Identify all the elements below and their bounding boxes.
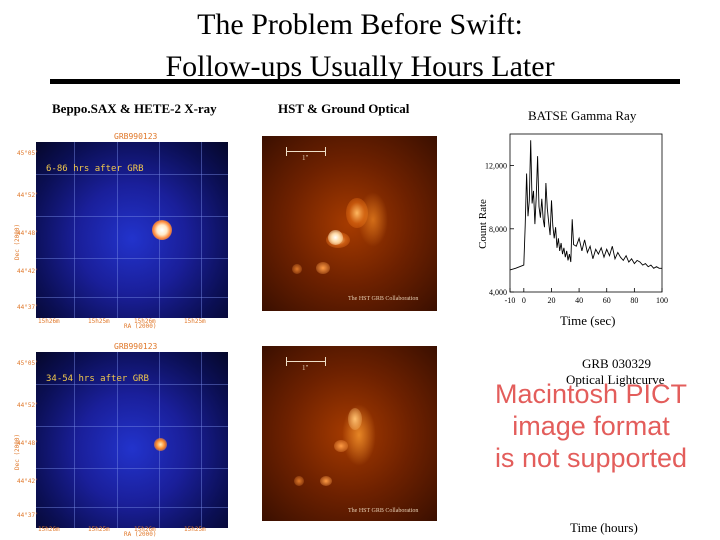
x-tick: 15h25m — [184, 318, 206, 325]
x-tick: 15h25m — [88, 526, 110, 533]
y-tick: 44°42' — [17, 478, 39, 485]
lightcurve-title-line2: Optical Lightcurve — [566, 372, 665, 387]
y-tick: 45°05' — [17, 150, 39, 157]
gamma-ray-lightcurve-chart: 12,000 8,000 4,000-10 0 20 40 60 80 100 Count Ra… — [477, 133, 668, 305]
slide-title-line2: Follow-ups Usually Hours Later — [165, 50, 555, 83]
pict-unsupported-placeholder: Macintosh PICT image format is not suppo… — [466, 378, 716, 474]
scale-label: 1" — [302, 154, 309, 162]
scale-bar — [286, 361, 326, 362]
xray-image-top-panel: GRB990123 6-86 hrs after GRB Dec (2000) … — [14, 130, 234, 330]
y-tick: 44°48' — [17, 440, 39, 447]
xray-column-label: Beppo.SAX & HETE-2 X-ray — [52, 101, 217, 116]
grb-label: GRB990123 — [114, 342, 158, 351]
x-tick: 15h25m — [184, 526, 206, 533]
afterglow-source — [154, 438, 167, 451]
image-credit: The HST GRB Collaboration — [348, 508, 419, 514]
y-tick-label: 4,000 — [489, 288, 507, 297]
x-tick-label: 0 — [522, 296, 526, 305]
x-axis-label: RA (2000) — [124, 323, 157, 330]
optical-transient — [334, 440, 348, 452]
afterglow-source — [152, 220, 172, 240]
x-tick-label: 60 — [603, 296, 611, 305]
optical-image-top: 1" The HST GRB Collaboration — [262, 136, 437, 311]
y-tick: 44°48' — [17, 230, 39, 237]
x-tick: 15h25m — [88, 318, 110, 325]
y-tick: 44°37' — [17, 512, 39, 519]
slide-title-line1: The Problem Before Swift: — [197, 8, 523, 41]
y-tick: 44°52' — [17, 402, 39, 409]
optical-column-label: HST & Ground Optical — [278, 101, 410, 116]
optical-image-bottom: 1" The HST GRB Collaboration — [262, 346, 437, 521]
x-tick: 15h26m — [134, 526, 156, 533]
x-tick-label: 100 — [656, 296, 668, 305]
placeholder-line3: is not supported — [494, 443, 688, 473]
x-tick: 15h26m — [134, 318, 156, 325]
scale-bar — [286, 151, 326, 152]
scale-label: 1" — [302, 364, 309, 372]
placeholder-line1: Macintosh PICT — [494, 379, 688, 409]
y-tick-label: 8,000 — [489, 225, 507, 234]
x-tick: 15h26m — [38, 318, 60, 325]
grb-label: GRB990123 — [114, 132, 158, 141]
y-tick: 44°42' — [17, 268, 39, 275]
x-axis-label: RA (2000) — [124, 531, 157, 538]
x-tick: 15h26m — [38, 526, 60, 533]
placeholder-line2: image format — [512, 411, 670, 441]
epoch-label: 6-86 hrs after GRB — [46, 164, 144, 174]
x-tick-label: 20 — [547, 296, 555, 305]
plot-frame — [509, 133, 663, 293]
y-tick: 45°05' — [17, 360, 39, 367]
optical-transient — [328, 230, 343, 245]
gamma-column-label: BATSE Gamma Ray — [528, 108, 637, 123]
lightcurve-title-line1: GRB 030329 — [582, 356, 651, 371]
xray-image-top: 6-86 hrs after GRB — [36, 142, 228, 318]
x-tick-label: 40 — [575, 296, 583, 305]
y-tick-label: 12,000 — [485, 162, 507, 171]
y-axis-label: Count Rate — [477, 199, 489, 249]
title-underline — [50, 79, 680, 84]
series-line — [509, 140, 662, 271]
gamma-x-axis-label: Time (sec) — [560, 313, 616, 328]
lightcurve-x-axis-label: Time (hours) — [570, 520, 638, 535]
xray-image-bottom: 34-54 hrs after GRB — [36, 352, 228, 528]
epoch-label: 34-54 hrs after GRB — [46, 374, 149, 384]
y-tick: 44°52' — [17, 192, 39, 199]
image-credit: The HST GRB Collaboration — [348, 296, 419, 302]
xray-image-bottom-panel: GRB990123 34-54 hrs after GRB Dec (2000)… — [14, 340, 234, 538]
y-tick: 44°37' — [17, 304, 39, 311]
x-tick-label: 80 — [630, 296, 638, 305]
x-tick-label: -10 — [505, 296, 516, 305]
